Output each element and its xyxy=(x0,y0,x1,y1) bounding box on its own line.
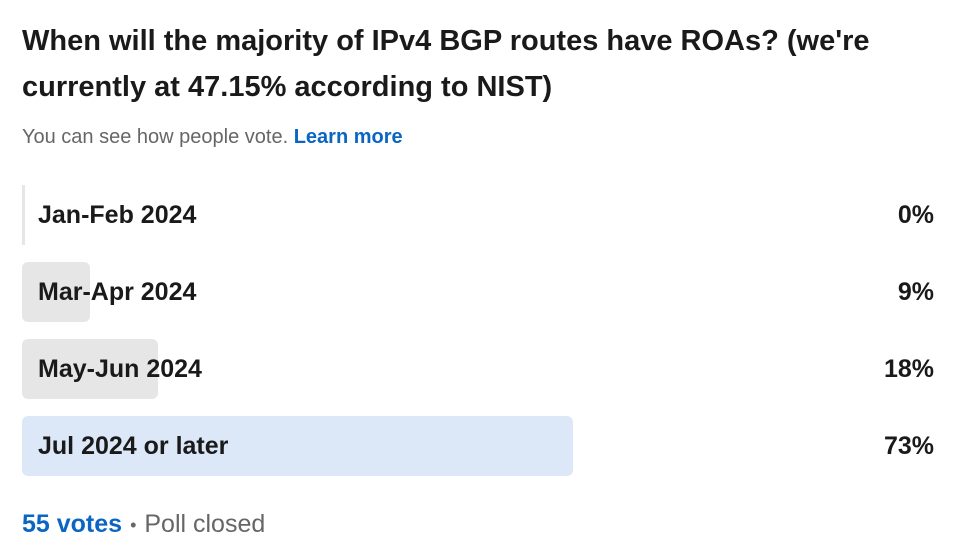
learn-more-link[interactable]: Learn more xyxy=(293,126,403,148)
option-label: Jan-Feb 2024 xyxy=(38,201,197,229)
poll-option: Mar-Apr 2024 9% xyxy=(22,262,934,322)
option-label: Jul 2024 or later xyxy=(38,432,229,460)
vote-count[interactable]: 55 votes xyxy=(22,510,123,538)
result-bar xyxy=(22,185,25,245)
poll-option: Jan-Feb 2024 0% xyxy=(22,185,934,245)
option-percent: 18% xyxy=(883,355,934,383)
result-bar xyxy=(22,339,158,399)
separator: • xyxy=(130,514,137,535)
visibility-note: You can see how people vote. xyxy=(22,126,289,148)
poll-option: May-Jun 2024 18% xyxy=(22,339,934,399)
poll-option: Jul 2024 or later 73% xyxy=(22,416,934,476)
poll-options: Jan-Feb 2024 0% Mar-Apr 2024 9% May-Jun 2024… xyxy=(22,185,934,493)
poll-footer: 55 votes • Poll closed xyxy=(22,510,265,539)
result-bar xyxy=(22,262,90,322)
option-percent: 0% xyxy=(897,201,934,229)
option-label: Mar-Apr 2024 xyxy=(38,278,197,306)
poll-note: You can see how people vote. Learn more xyxy=(22,126,403,149)
poll-question: When will the majority of IPv4 BGP route… xyxy=(22,25,870,103)
poll-status: Poll closed xyxy=(144,510,266,538)
result-bar xyxy=(22,416,574,476)
option-label: May-Jun 2024 xyxy=(38,355,202,383)
option-percent: 73% xyxy=(883,432,934,460)
option-percent: 9% xyxy=(897,278,934,306)
